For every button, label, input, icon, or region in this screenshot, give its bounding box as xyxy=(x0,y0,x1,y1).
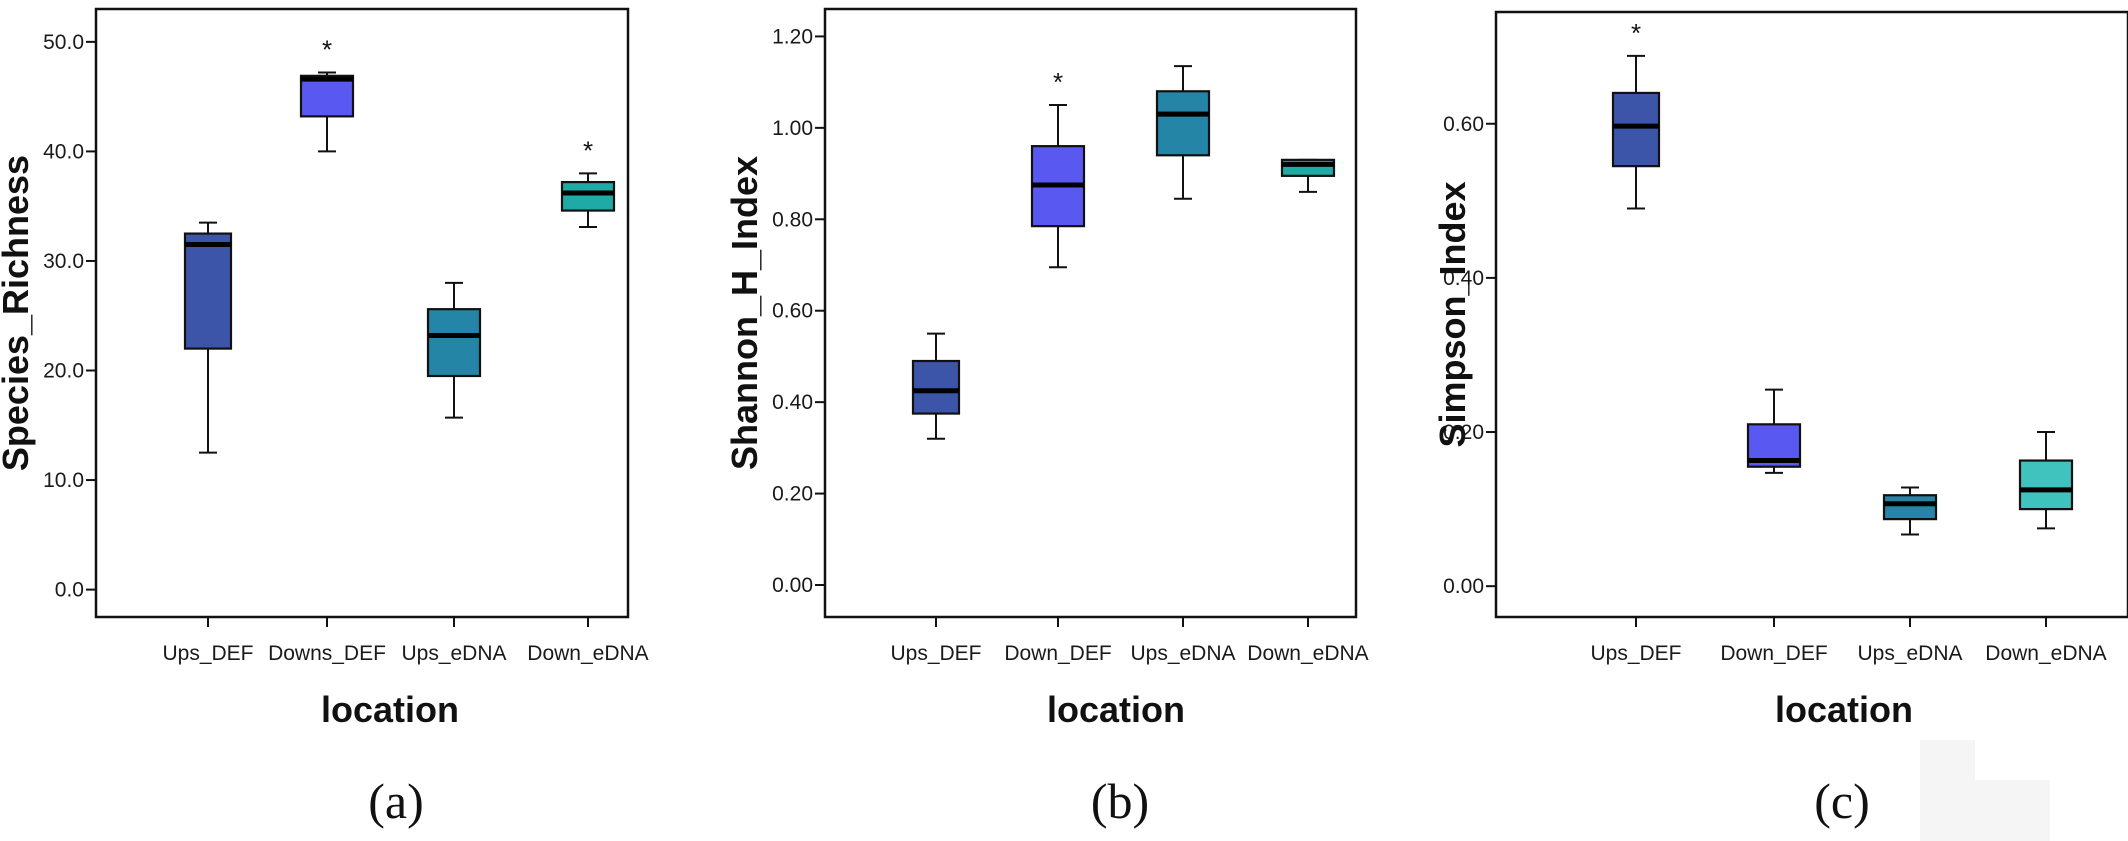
plot-frame xyxy=(1494,10,2128,619)
box-plot-down-edna xyxy=(2018,431,2074,530)
box-plot-ups-def: * xyxy=(1611,18,1661,210)
box-plot-ups-def xyxy=(911,332,961,440)
box-plot-ups-edna xyxy=(426,281,482,419)
x-tick-label: Down_eDNA xyxy=(527,642,648,665)
y-axis-title: Simpson_Index xyxy=(1432,181,1473,447)
significance-star: * xyxy=(1053,67,1063,97)
iqr-box xyxy=(1882,494,1938,521)
plot-frame xyxy=(94,7,630,619)
box-plot-down-def: * xyxy=(1030,67,1086,269)
iqr-box xyxy=(299,74,355,118)
y-tick-label: 0.60 xyxy=(772,300,813,323)
iqr-box xyxy=(1611,91,1661,168)
box-plot-ups-edna xyxy=(1882,486,1938,536)
chart-panel-c: 0.00 0.20 0.40 0.60 Simpson_Index Ups_DEF Down… xyxy=(1432,10,2128,829)
y-tick-label: 0.40 xyxy=(772,391,813,414)
plot-frame xyxy=(823,7,1358,619)
chart-panel-a: 0.0 10.0 20.0 30.0 40.0 50.0 Species_Richness U… xyxy=(0,7,649,829)
x-tick-label: Ups_DEF xyxy=(890,642,981,665)
x-tick-label: Ups_DEF xyxy=(1590,642,1681,665)
box-plot-down-edna: * xyxy=(560,135,616,229)
x-tick-label: Down_eDNA xyxy=(1985,642,2106,665)
significance-star: * xyxy=(322,35,332,65)
iqr-box xyxy=(2018,459,2074,511)
y-tick-label: 0.60 xyxy=(1443,113,1484,136)
y-tick-label: 10.0 xyxy=(43,469,84,492)
y-tick-label: 0.0 xyxy=(55,579,84,602)
significance-star: * xyxy=(1631,18,1641,48)
x-axis-title: location xyxy=(1775,689,1913,730)
x-tick-label: Ups_eDNA xyxy=(401,642,506,665)
box-plot-down-edna xyxy=(1280,158,1336,193)
x-tick-label: Downs_DEF xyxy=(268,642,386,665)
box-plot-ups-def xyxy=(183,221,233,454)
panel-label: (c) xyxy=(1814,773,1870,829)
y-axis-title: Species_Richness xyxy=(0,155,36,471)
x-tick-label: Down_DEF xyxy=(1720,642,1827,665)
x-tick-label: Ups_eDNA xyxy=(1857,642,1962,665)
iqr-box xyxy=(426,308,482,378)
y-tick-label: 1.20 xyxy=(772,25,813,48)
y-tick-label: 0.00 xyxy=(772,574,813,597)
iqr-box xyxy=(911,359,961,415)
box-plot-down-def xyxy=(1746,388,1802,474)
y-tick-label: 40.0 xyxy=(43,140,84,163)
iqr-box xyxy=(183,232,233,350)
panel-label: (b) xyxy=(1091,773,1149,829)
faint-artifact xyxy=(1920,740,1975,841)
iqr-box xyxy=(560,180,616,212)
box-plot-ups-edna xyxy=(1155,65,1211,200)
iqr-box xyxy=(1155,90,1211,157)
faint-artifact xyxy=(1975,780,2050,841)
chart-panel-b: 0.00 0.20 0.40 0.60 0.80 1.00 1.20 Shannon_H_In… xyxy=(724,7,1369,829)
x-axis-title: location xyxy=(1047,689,1185,730)
y-tick-label: 50.0 xyxy=(43,31,84,54)
y-tick-label: 0.20 xyxy=(1443,421,1484,444)
x-tick-label: Ups_eDNA xyxy=(1130,642,1235,665)
y-axis-title: Shannon_H_Index xyxy=(724,156,765,470)
box-plot-downs-def: * xyxy=(299,35,355,153)
y-tick-label: 30.0 xyxy=(43,250,84,273)
y-tick-label: 0.00 xyxy=(1443,575,1484,598)
y-tick-label: 1.00 xyxy=(772,117,813,140)
panel-label: (a) xyxy=(368,773,424,829)
x-axis-title: location xyxy=(321,689,459,730)
x-tick-label: Ups_DEF xyxy=(162,642,253,665)
y-tick-label: 0.80 xyxy=(772,208,813,231)
y-tick-label: 0.20 xyxy=(772,483,813,506)
y-tick-label: 0.40 xyxy=(1443,267,1484,290)
x-tick-label: Down_DEF xyxy=(1004,642,1111,665)
y-tick-label: 20.0 xyxy=(43,360,84,383)
significance-star: * xyxy=(583,135,593,165)
x-tick-label: Down_eDNA xyxy=(1247,642,1368,665)
